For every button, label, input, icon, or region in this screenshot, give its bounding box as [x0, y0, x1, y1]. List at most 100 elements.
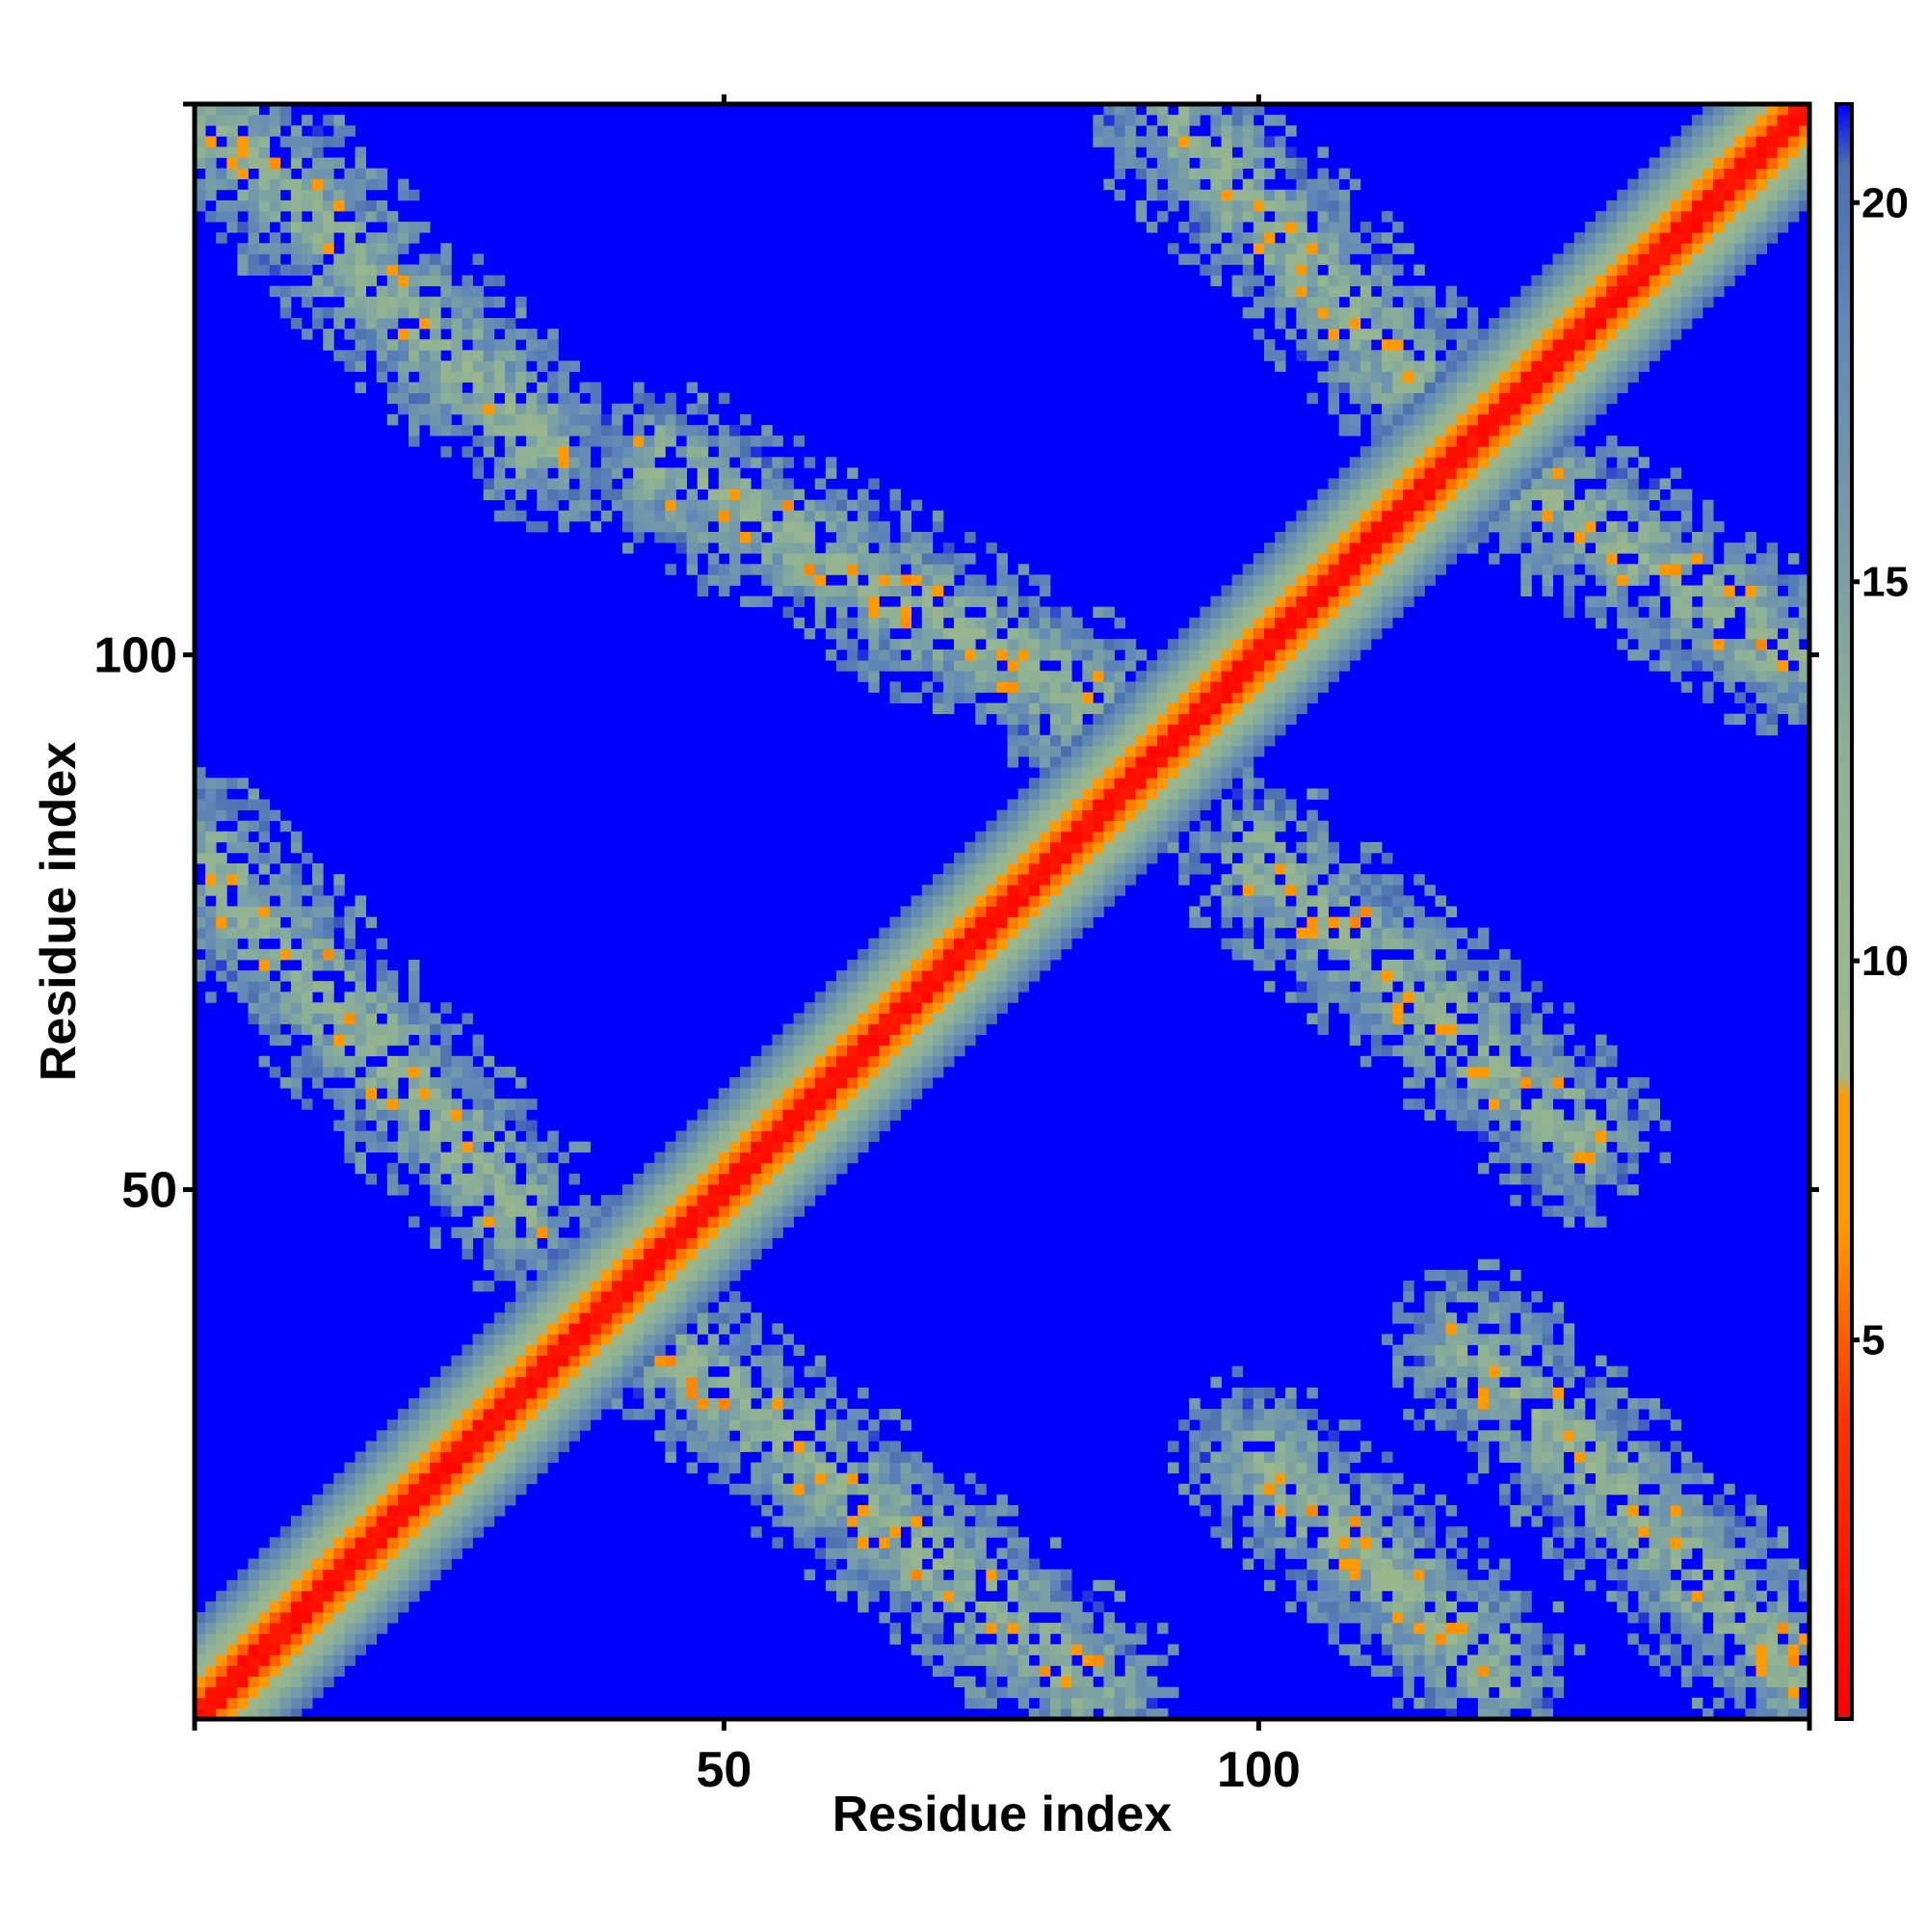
- heatmap-cell: [579, 1398, 592, 1410]
- heatmap-cell: [1317, 1601, 1329, 1613]
- heatmap-cell: [1168, 168, 1179, 180]
- heatmap-cell: [408, 436, 420, 447]
- heatmap-cell: [911, 1494, 923, 1506]
- heatmap-cell: [825, 467, 837, 479]
- heatmap-cell: [462, 1088, 473, 1099]
- heatmap-cell: [772, 1419, 783, 1431]
- heatmap-cell: [600, 457, 613, 468]
- heatmap-cell: [419, 253, 431, 265]
- heatmap-cell: [472, 457, 485, 468]
- heatmap-cell: [633, 382, 645, 394]
- heatmap-cell: [333, 1045, 345, 1057]
- heatmap-cell: [621, 446, 634, 458]
- heatmap-cell: [1200, 638, 1211, 650]
- heatmap-cell: [472, 1334, 485, 1345]
- heatmap-cell: [793, 543, 805, 554]
- heatmap-cell: [419, 1387, 431, 1399]
- heatmap-cell: [621, 489, 634, 501]
- heatmap-cell: [1221, 115, 1233, 126]
- heatmap-cell: [1328, 360, 1340, 372]
- heatmap-cell: [1061, 1569, 1072, 1581]
- heatmap-cell: [1135, 136, 1148, 147]
- heatmap-cell: [1156, 104, 1169, 116]
- heatmap-cell: [879, 649, 890, 661]
- heatmap-cell: [537, 499, 548, 512]
- heatmap-cell: [858, 531, 869, 543]
- heatmap-cell: [1071, 1633, 1083, 1645]
- heatmap-cell: [1007, 1686, 1019, 1699]
- heatmap-cell: [1263, 1548, 1276, 1559]
- heatmap-cell: [526, 329, 538, 340]
- heatmap-cell: [1231, 948, 1244, 961]
- heatmap-cell: [1017, 927, 1030, 940]
- heatmap-cell: [1017, 799, 1030, 810]
- heatmap-cell: [333, 1633, 345, 1645]
- heatmap-cell: [1082, 1633, 1094, 1645]
- heatmap-cell: [1039, 671, 1051, 682]
- heatmap-cell: [408, 1462, 420, 1474]
- heatmap-cell: [793, 531, 805, 543]
- heatmap-cell: [986, 916, 997, 929]
- heatmap-cell: [835, 1441, 848, 1452]
- heatmap-cell: [761, 1398, 773, 1410]
- heatmap-cell: [312, 285, 324, 298]
- heatmap-cell: [932, 916, 944, 929]
- heatmap-cell: [1028, 606, 1041, 619]
- heatmap-cell: [975, 627, 987, 640]
- heatmap-cell: [911, 1516, 923, 1527]
- heatmap-cell: [1039, 863, 1051, 875]
- heatmap-cell: [1275, 1430, 1286, 1442]
- heatmap-cell: [1307, 553, 1318, 565]
- heatmap-cell: [825, 1045, 837, 1057]
- heatmap-cell: [654, 499, 666, 512]
- heatmap-cell: [526, 1409, 538, 1420]
- heatmap-cell: [900, 1451, 912, 1464]
- heatmap-cell: [633, 1258, 645, 1271]
- heatmap-cell: [1263, 809, 1276, 822]
- heatmap-cell: [611, 1344, 623, 1357]
- heatmap-cell: [1168, 767, 1179, 779]
- heatmap-cell: [1049, 617, 1062, 629]
- heatmap-cell: [216, 1633, 227, 1645]
- heatmap-cell: [226, 1644, 238, 1655]
- heatmap-cell: [258, 992, 271, 1003]
- heatmap-cell: [301, 885, 313, 896]
- heatmap-cell: [1114, 820, 1126, 833]
- heatmap-cell: [1317, 553, 1329, 565]
- heatmap-cell: [472, 329, 485, 340]
- heatmap-cell: [1103, 1686, 1115, 1699]
- heatmap-cell: [1156, 799, 1169, 810]
- heatmap-cell: [1017, 938, 1030, 950]
- heatmap-cell: [1221, 809, 1233, 822]
- heatmap-cell: [954, 671, 965, 682]
- heatmap-cell: [537, 489, 548, 501]
- heatmap-cell: [1007, 927, 1019, 940]
- heatmap-cell: [558, 467, 569, 479]
- heatmap-cell: [472, 1483, 485, 1495]
- heatmap-cell: [440, 1472, 452, 1485]
- heatmap-cell: [996, 1494, 1008, 1506]
- heatmap-cell: [986, 1665, 997, 1677]
- heatmap-cell: [344, 1055, 356, 1068]
- heatmap-cell: [312, 1505, 324, 1517]
- heatmap-cell: [1221, 210, 1233, 223]
- heatmap-cell: [975, 938, 987, 950]
- heatmap-cell: [1317, 1441, 1329, 1452]
- heatmap-cell: [195, 115, 206, 126]
- heatmap-cell: [804, 1173, 816, 1185]
- heatmap-cell: [312, 1055, 324, 1068]
- heatmap-cell: [1231, 627, 1244, 640]
- heatmap-cell: [954, 681, 965, 693]
- heatmap-cell: [1307, 606, 1318, 619]
- heatmap-cell: [600, 446, 613, 458]
- heatmap-cell: [493, 1312, 506, 1324]
- heatmap-cell: [1328, 1494, 1340, 1506]
- heatmap-cell: [483, 1098, 495, 1110]
- heatmap-cell: [365, 1505, 378, 1517]
- heatmap-cell: [1071, 627, 1083, 640]
- heatmap-cell: [1189, 136, 1201, 147]
- heatmap-cell: [472, 1376, 485, 1389]
- heatmap-cell: [451, 306, 462, 319]
- heatmap-cell: [964, 1002, 976, 1014]
- heatmap-cell: [258, 948, 271, 961]
